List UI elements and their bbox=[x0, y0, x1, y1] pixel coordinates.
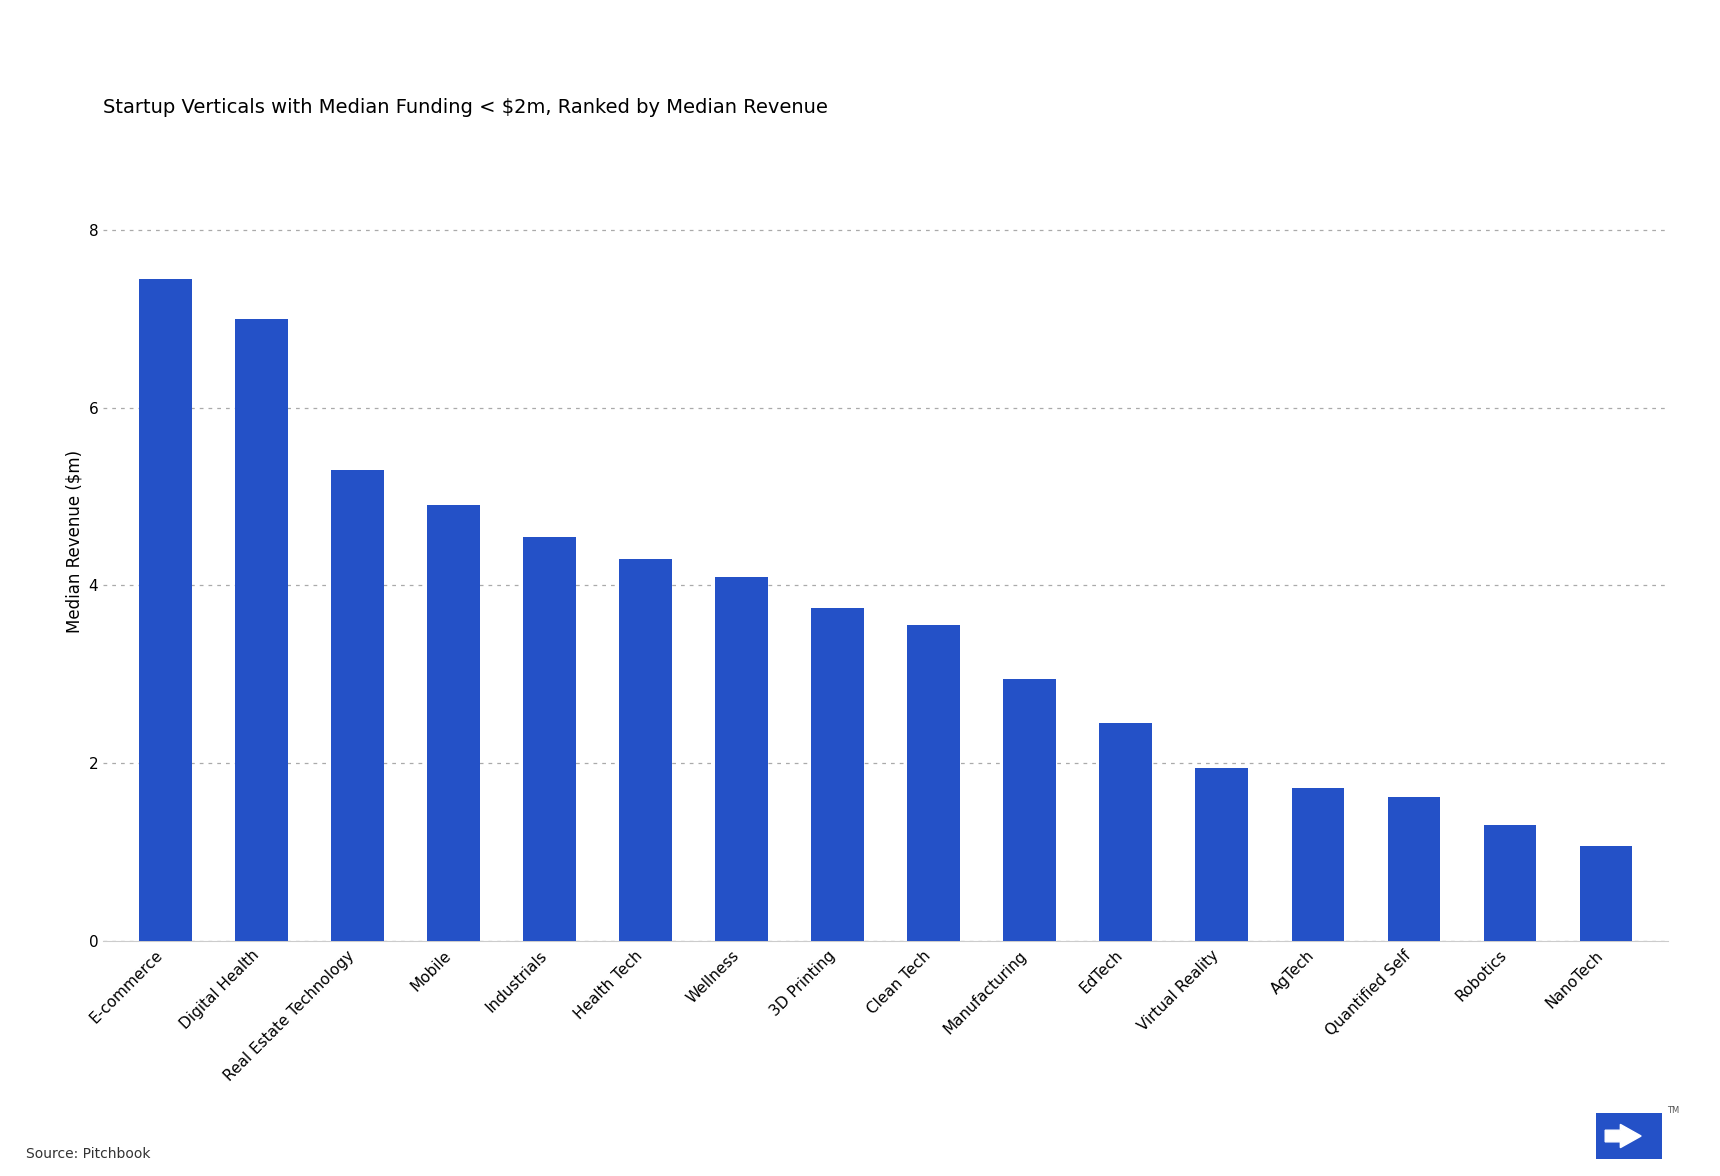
Bar bbox=[1003, 679, 1056, 941]
Bar bbox=[427, 506, 480, 941]
Bar bbox=[716, 576, 769, 941]
Bar bbox=[1596, 1114, 1662, 1158]
Bar bbox=[332, 470, 384, 941]
Text: TM: TM bbox=[1667, 1107, 1679, 1115]
Bar bbox=[1579, 846, 1632, 941]
Text: Startup Verticals with Median Funding < $2m, Ranked by Median Revenue: Startup Verticals with Median Funding < … bbox=[103, 99, 827, 118]
Bar bbox=[139, 279, 193, 941]
Bar bbox=[1292, 788, 1345, 941]
Bar bbox=[1099, 723, 1152, 941]
Bar bbox=[619, 559, 673, 941]
Bar bbox=[812, 608, 863, 941]
Bar bbox=[1484, 826, 1536, 941]
Y-axis label: Median Revenue ($m): Median Revenue ($m) bbox=[65, 449, 83, 633]
Text: Source: Pitchbook: Source: Pitchbook bbox=[26, 1147, 150, 1161]
Bar bbox=[236, 319, 287, 941]
Bar bbox=[1388, 797, 1440, 941]
Bar bbox=[908, 626, 960, 941]
FancyArrow shape bbox=[1605, 1124, 1641, 1148]
Bar bbox=[523, 536, 576, 941]
Bar bbox=[1195, 768, 1249, 941]
